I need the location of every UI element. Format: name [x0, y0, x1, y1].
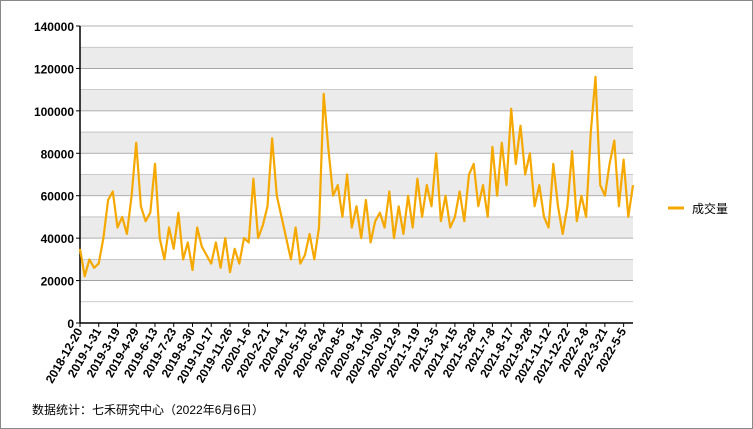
- y-tick-label: 40000: [41, 232, 75, 246]
- y-tick-label: 80000: [41, 147, 75, 161]
- y-tick-label: 140000: [34, 20, 74, 34]
- grid-band: [80, 259, 633, 281]
- series-line: [78, 75, 635, 278]
- y-tick-label: 60000: [41, 190, 75, 204]
- grid-band: [80, 216, 633, 239]
- grid-band: [80, 132, 633, 154]
- grid-band: [80, 174, 633, 196]
- legend-label: 成交量: [692, 201, 728, 216]
- y-tick-label: 100000: [34, 105, 74, 119]
- grid-band: [80, 47, 633, 69]
- y-tick-label: 0: [67, 317, 74, 331]
- y-tick-label: 120000: [34, 62, 74, 76]
- grid-band: [80, 89, 633, 111]
- y-tick-label: 20000: [41, 275, 75, 289]
- source-note: 数据统计：七禾研究中心（2022年6月6日）: [32, 402, 264, 417]
